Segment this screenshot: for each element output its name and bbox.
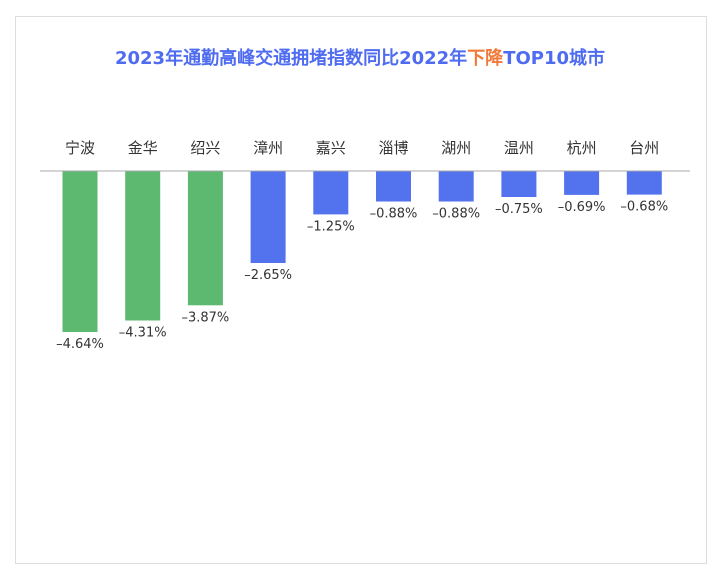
value-label-6: –0.88% bbox=[370, 207, 418, 222]
value-label-10: –0.68% bbox=[620, 200, 668, 215]
category-label-7: 湖州 bbox=[441, 139, 471, 157]
bar-2 bbox=[125, 171, 161, 321]
category-label-1: 宁波 bbox=[65, 139, 95, 157]
bar-10 bbox=[626, 171, 662, 195]
bars-group bbox=[62, 171, 662, 332]
bar-1 bbox=[62, 171, 98, 332]
value-label-7: –0.88% bbox=[432, 207, 480, 222]
value-label-3: –3.87% bbox=[181, 310, 229, 325]
chart-title-suffix: TOP10城市 bbox=[503, 48, 606, 69]
category-labels: 宁波 金华 绍兴 漳州 嘉兴 淄博 湖州 温州 杭州 台州 bbox=[65, 139, 659, 157]
value-label-8: –0.75% bbox=[495, 202, 543, 217]
category-label-5: 嘉兴 bbox=[316, 139, 346, 157]
chart-title: 2023年通勤高峰交通拥堵指数同比2022年下降TOP10城市 bbox=[0, 44, 720, 70]
category-label-4: 漳州 bbox=[253, 139, 283, 157]
chart-title-main: 2023年通勤高峰交通拥堵指数同比2022年 bbox=[114, 48, 468, 69]
value-label-2: –4.31% bbox=[119, 326, 167, 341]
category-label-3: 绍兴 bbox=[190, 139, 220, 157]
category-label-2: 金华 bbox=[128, 139, 158, 157]
bar-9 bbox=[564, 171, 600, 195]
value-label-9: –0.69% bbox=[558, 200, 606, 215]
bar-7 bbox=[438, 171, 474, 202]
category-label-8: 温州 bbox=[504, 139, 534, 157]
value-label-4: –2.65% bbox=[244, 268, 292, 283]
bar-5 bbox=[313, 171, 349, 215]
bar-8 bbox=[501, 171, 537, 197]
category-label-6: 淄博 bbox=[378, 139, 408, 157]
value-label-1: –4.64% bbox=[56, 337, 104, 352]
chart-title-highlight: 下降 bbox=[467, 48, 504, 69]
bar-6 bbox=[376, 171, 411, 202]
bar-3 bbox=[187, 171, 223, 306]
category-label-9: 杭州 bbox=[567, 139, 597, 157]
bar-4 bbox=[250, 171, 286, 263]
category-label-10: 台州 bbox=[629, 139, 659, 157]
value-labels: –4.64% –4.31% –3.87% –2.65% –1.25% –0.88% –0.8… bbox=[56, 200, 668, 352]
value-label-5: –1.25% bbox=[307, 219, 355, 234]
